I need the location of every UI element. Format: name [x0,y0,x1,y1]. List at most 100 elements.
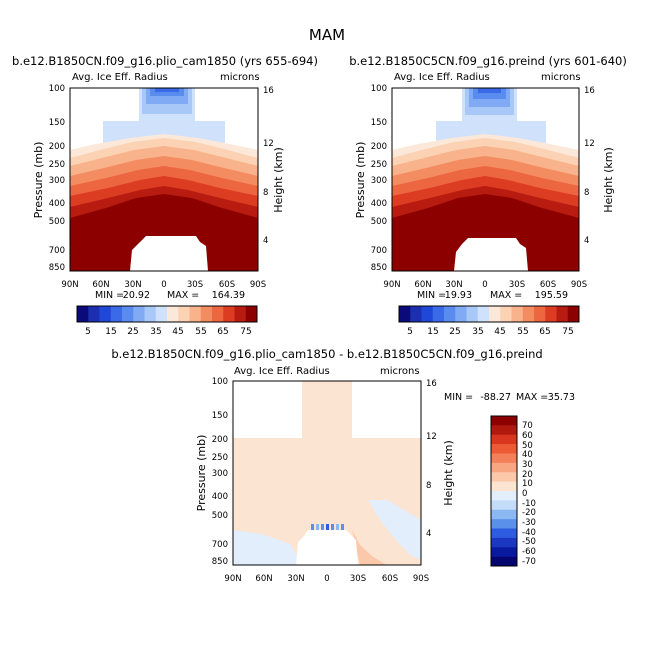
panel-plio-xticks: 90N 60N 30N 0 30S 60S 90S [61,280,266,290]
p-tick: 400 [371,199,387,209]
colorbar-label: 65 [217,327,228,337]
x-tick: 0 [482,280,487,290]
panel-plio-min-value: 20.92 [123,290,150,301]
colorbar-label: 70 [522,421,533,431]
panel-plio-y2label: Height (km) [272,147,285,213]
h-tick: 12 [263,139,274,149]
colorbar-swatch [491,547,517,557]
colorbar-swatch [77,306,89,322]
p-tick: 150 [49,118,65,128]
panel-diff-max-label: MAX = [516,392,548,403]
panel-plio: b.e12.B1850CN.f09_g16.plio_cam1850 (yrs … [12,54,318,337]
colorbar-swatch [511,306,524,322]
x-tick: 30N [445,280,462,290]
panel-preind-title: b.e12.B1850C5CN.f09_g16.preind (yrs 601-… [349,54,627,68]
panel-plio-min-label: MIN = [95,290,124,301]
h-tick: 12 [584,139,595,149]
panel-plio-left-label: Avg. Ice Eff. Radius [72,72,168,83]
panel-diff: b.e12.B1850CN.f09_g16.plio_cam1850 - b.e… [111,347,575,584]
colorbar-label: 20 [522,470,533,480]
x-tick: 60N [414,280,431,290]
h-tick: 8 [426,481,431,491]
h-tick: 12 [426,432,437,442]
colorbar-swatch [432,306,445,322]
p-tick: 200 [371,142,387,152]
colorbar-swatch [491,500,517,511]
colorbar-swatch [144,306,157,322]
colorbar-label: 65 [539,327,550,337]
h-tick: 8 [584,188,589,198]
p-tick: 100 [49,84,65,94]
p-tick: 850 [212,557,228,567]
x-tick: 60N [255,574,272,584]
colorbar-swatch [491,472,517,482]
panel-diff-hticks: 16 12 8 4 [426,379,437,539]
colorbar-swatch [178,306,190,322]
colorbar-swatch [212,306,224,322]
colorbar-label: -10 [522,499,536,509]
colorbar-swatch [545,306,557,322]
colorbar-label: 40 [522,450,533,460]
p-tick: 400 [212,492,228,502]
panel-preind-pticks: 100 150 200 250 300 400 500 700 850 [371,84,387,273]
colorbar-swatch [556,306,569,322]
panel-preind-colorbar-labels: 5 15 25 35 45 55 65 75 [407,327,574,337]
panel-diff-right-label: microns [380,366,420,377]
x-tick: 90N [383,280,400,290]
panel-plio-pticks: 100 150 200 250 300 400 500 700 850 [49,84,65,273]
colorbar-swatch [491,425,517,436]
panel-preind-hticks: 16 12 8 4 [584,86,595,246]
panel-preind-colorbar [398,305,580,323]
colorbar-swatch [489,306,501,322]
panel-diff-max-value: 35.73 [548,392,575,403]
x-tick: 0 [324,574,329,584]
colorbar-label: 35 [150,327,161,337]
colorbar-swatch [155,306,168,322]
colorbar-label: 75 [240,327,251,337]
p-tick: 400 [49,199,65,209]
h-tick: 4 [426,529,431,539]
colorbar-swatch [245,306,258,322]
panel-diff-pticks: 100 150 200 250 300 400 500 700 850 [212,377,228,567]
panel-preind: b.e12.B1850C5CN.f09_g16.preind (yrs 601-… [349,54,627,337]
h-tick: 16 [584,86,595,96]
colorbar-label: 5 [407,327,413,337]
colorbar-swatch [99,306,112,322]
h-tick: 16 [426,379,437,389]
p-tick: 500 [371,217,387,227]
panel-plio-max-label: MAX = [167,290,199,301]
panel-plio-colorbar [76,305,258,323]
p-tick: 150 [371,118,387,128]
colorbar-swatch [455,306,467,322]
colorbar-swatch [491,481,517,492]
colorbar-swatch [491,434,517,445]
colorbar-label: 0 [522,489,527,499]
colorbar-swatch [534,306,546,322]
colorbar-swatch [491,556,517,567]
colorbar-swatch [567,306,580,322]
colorbar-swatch [421,306,434,322]
colorbar-label: -20 [522,508,536,518]
panel-plio-title: b.e12.B1850CN.f09_g16.plio_cam1850 (yrs … [12,54,318,68]
p-tick: 500 [49,217,65,227]
colorbar-swatch [189,306,202,322]
p-tick: 250 [212,453,228,463]
x-tick: 90N [61,280,78,290]
panel-preind-max-label: MAX = [490,290,522,301]
colorbar-swatch [110,306,123,322]
colorbar-label: 55 [195,327,206,337]
p-tick: 100 [212,377,228,387]
panel-plio-field [69,87,259,272]
p-tick: 200 [49,142,65,152]
colorbar-swatch [491,509,517,520]
panel-preind-min-label: MIN = [417,290,446,301]
colorbar-label: 75 [562,327,573,337]
panel-plio-max-value: 164.39 [212,290,245,301]
panel-plio-right-label: microns [220,72,260,83]
colorbar-swatch [491,453,517,464]
panel-diff-left-label: Avg. Ice Eff. Radius [234,366,330,377]
colorbar-label: 35 [472,327,483,337]
x-tick: 30N [124,280,141,290]
p-tick: 500 [212,511,228,521]
